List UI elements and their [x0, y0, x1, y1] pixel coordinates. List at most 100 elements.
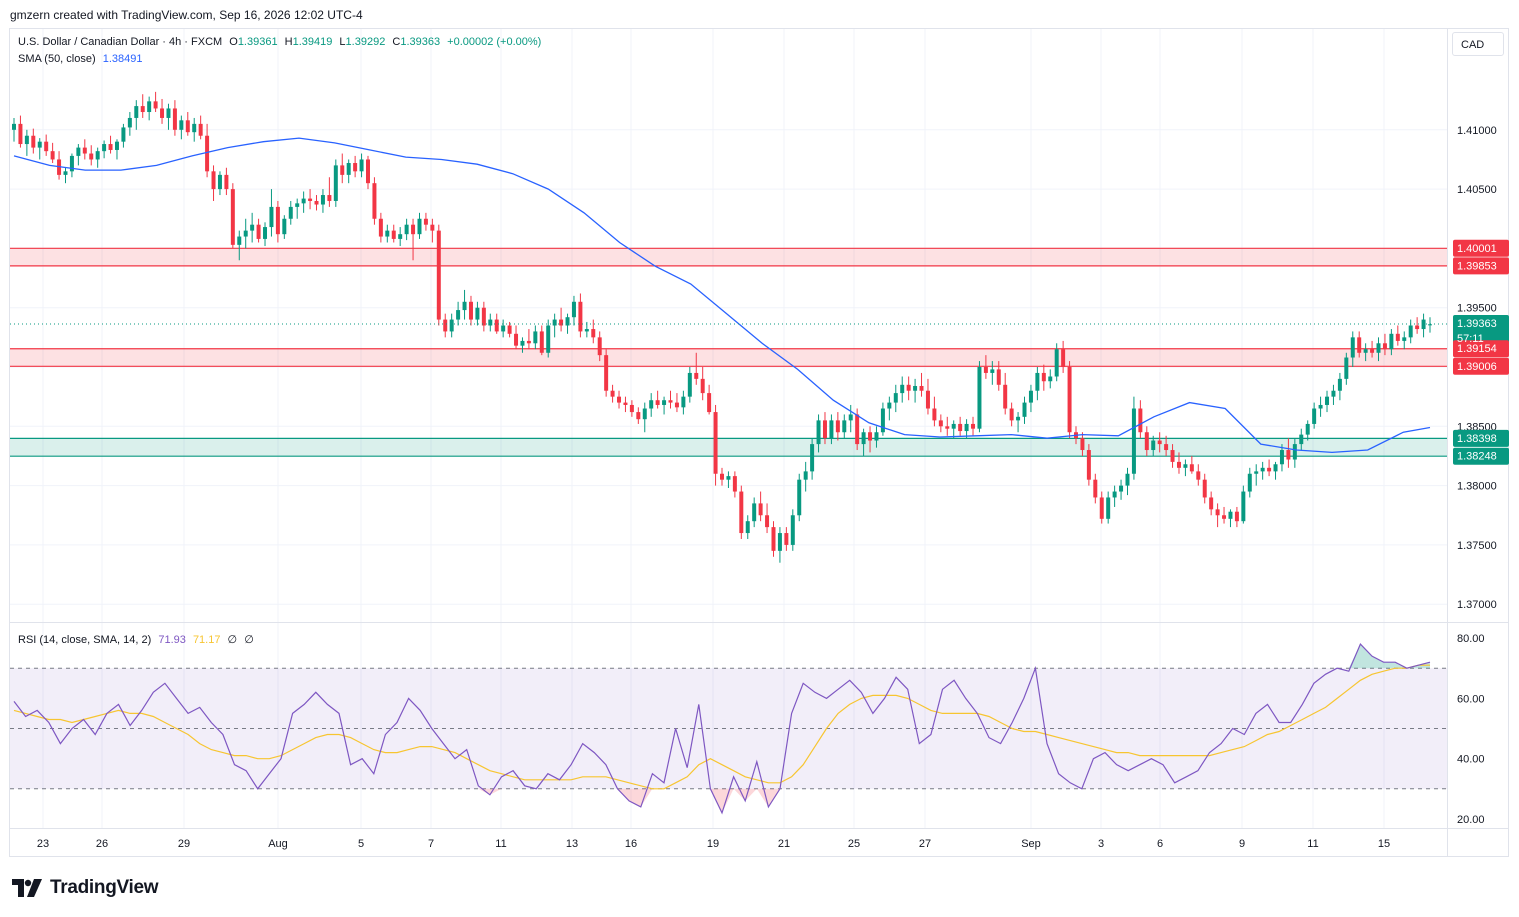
candle-up	[1028, 390, 1033, 403]
candle-down	[494, 319, 499, 332]
candle-down	[50, 151, 55, 160]
candle-down	[1080, 438, 1085, 451]
candle-up	[250, 224, 255, 231]
time-axis-tick: 29	[178, 838, 190, 850]
candle-up	[1228, 511, 1233, 519]
candle-up	[102, 144, 107, 152]
candle-down	[198, 123, 203, 136]
candle-down	[1395, 333, 1400, 341]
candle-down	[1041, 372, 1046, 382]
axis-price-label	[1453, 340, 1509, 358]
change-value: +0.00002 (+0.00%)	[447, 36, 542, 48]
candle-up	[951, 423, 956, 429]
high-value: 1.39419	[292, 36, 333, 48]
candle-up	[288, 206, 293, 219]
time-axis-tick: 16	[625, 838, 637, 850]
candle-up	[1279, 450, 1284, 465]
symbol-name[interactable]: U.S. Dollar / Canadian Dollar · 4h · FXC…	[18, 36, 223, 48]
candle-down	[44, 141, 49, 152]
candle-down	[971, 423, 976, 429]
candle-up	[1054, 349, 1059, 377]
candle-down	[1067, 367, 1072, 433]
candle-up	[887, 402, 892, 409]
candle-up	[449, 319, 454, 332]
time-axis-tick: Sep	[1021, 838, 1041, 850]
axis-price-label-text: 1.38248	[1457, 451, 1497, 463]
candle-up	[874, 432, 879, 441]
candle-down	[160, 108, 165, 118]
axis-price-label	[1453, 357, 1509, 375]
candle-down	[713, 412, 718, 474]
axis-price-label	[1453, 429, 1509, 447]
time-axis-tick: 7	[428, 838, 434, 850]
candle-down	[224, 174, 229, 190]
candle-down	[1370, 349, 1375, 353]
candle-down	[366, 159, 370, 184]
candle-up	[1292, 444, 1297, 460]
candle-down	[1267, 467, 1272, 472]
candle-up	[900, 384, 905, 394]
rsi-line	[13, 643, 1431, 815]
rsi-legend[interactable]: RSI (14, close, SMA, 14, 2) 71.93 71.17 …	[18, 633, 258, 646]
candle-down	[539, 331, 544, 353]
candle-down	[468, 301, 473, 320]
candle-up	[263, 227, 268, 239]
candle-down	[378, 218, 383, 237]
candle-down	[514, 333, 519, 346]
candle-up	[1260, 467, 1265, 472]
candle-down	[694, 372, 699, 379]
candle-down	[1286, 450, 1291, 460]
candle-up	[848, 414, 853, 421]
candle-down	[822, 420, 827, 439]
candle-down	[1202, 479, 1207, 498]
candle-up	[1106, 497, 1111, 519]
time-axis-tick: Aug	[268, 838, 288, 850]
candle-up	[745, 521, 750, 534]
candle-up	[404, 224, 409, 235]
candle-down	[140, 106, 145, 113]
time-axis-tick: 23	[37, 838, 49, 850]
candle-down	[700, 378, 705, 394]
candle-up	[1325, 396, 1330, 405]
candle-up	[797, 479, 802, 516]
time-axis-tick: 26	[96, 838, 108, 850]
candle-down	[636, 412, 641, 420]
candle-down	[919, 385, 924, 391]
candle-up	[520, 340, 525, 346]
candle-up	[1022, 402, 1027, 417]
rsi-axis-tick: 40.00	[1457, 754, 1485, 766]
candle-up	[488, 319, 493, 326]
price-axis-tick: 1.40500	[1457, 184, 1497, 196]
candle-up	[964, 423, 969, 432]
candle-down	[1099, 497, 1104, 519]
open-value: 1.39361	[237, 36, 278, 48]
axis-price-label	[1453, 447, 1509, 465]
currency-selector[interactable]: CAD	[1452, 32, 1504, 56]
tradingview-logo[interactable]: TradingView	[12, 876, 159, 900]
candle-up	[1254, 471, 1259, 474]
candle-up	[842, 420, 847, 433]
sma-legend[interactable]: SMA (50, close) 1.38491	[18, 53, 146, 65]
candle-down	[1138, 408, 1143, 433]
bar-countdown: 57:11	[1457, 332, 1484, 345]
candle-up	[990, 369, 995, 373]
rsi-oversold-fill	[640, 788, 653, 807]
candle-down	[1144, 432, 1149, 451]
axis-price-label-text: 1.39853	[1457, 260, 1497, 272]
candle-down	[436, 230, 441, 320]
candle-up	[1421, 319, 1426, 330]
candle-down	[340, 165, 345, 175]
candle-up	[237, 236, 242, 245]
candle-up	[1389, 333, 1394, 350]
axis-price-label	[1453, 314, 1509, 347]
rsi-na-2: ∅	[244, 634, 254, 646]
candle-up	[501, 325, 506, 332]
price-axis-tick: 1.39500	[1457, 303, 1497, 315]
candle-up	[1408, 325, 1413, 338]
candle-up	[777, 533, 782, 551]
close-label: C	[392, 36, 401, 48]
candle-down	[1222, 515, 1227, 519]
candle-up	[571, 301, 576, 318]
rsi-oversold-fill	[733, 788, 746, 801]
